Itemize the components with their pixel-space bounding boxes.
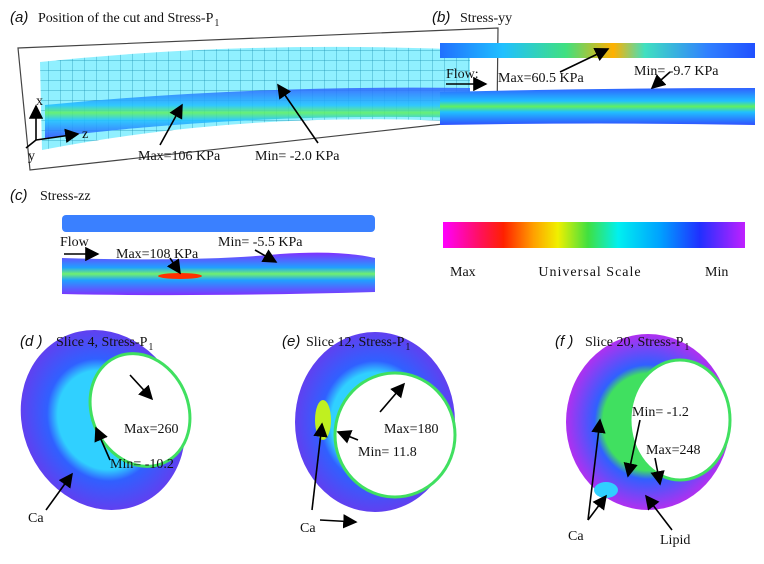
- panel-title: Stress-yy: [460, 11, 512, 26]
- scale-title: Universal Scale: [538, 265, 641, 280]
- panel-label: (f ): [555, 333, 573, 350]
- wall-strip: [440, 43, 755, 58]
- panel-title: Position of the cut and Stress-P: [38, 11, 214, 26]
- arrow: [645, 494, 673, 531]
- annotation: Ca: [300, 521, 316, 536]
- annotation: Max=248: [646, 443, 701, 458]
- subscript: 1: [684, 342, 689, 353]
- arrow: [129, 374, 154, 401]
- axis-arrow: [35, 128, 80, 143]
- annotation: Max=260: [124, 422, 179, 437]
- arrow: [94, 426, 111, 461]
- annotation: Min= 11.8: [358, 445, 417, 460]
- arrow: [311, 422, 328, 511]
- axis-label: x: [36, 94, 43, 109]
- annotation: Min= -5.5 KPa: [218, 235, 303, 250]
- panel-label: (a): [10, 9, 28, 26]
- annotation: Min= -10.2: [110, 457, 174, 472]
- lumen: [333, 371, 457, 499]
- arrow: [336, 430, 359, 444]
- panel-title: Stress-zz: [40, 189, 91, 204]
- annotation: Min= -9.7 KPa: [634, 64, 719, 79]
- scale-label: Min: [705, 265, 728, 280]
- arrow: [45, 472, 73, 511]
- panel-c: (c) Stress-zz Flow Max=108 KPa Min= -5.5…: [10, 187, 375, 296]
- panel-title: Slice 12, Stress-P: [306, 335, 405, 350]
- panel-f: (f ) Slice 20, Stress-P 1 Min= -1.2 Max=…: [555, 333, 732, 548]
- arrow: [587, 494, 607, 521]
- annotation: Lipid: [660, 533, 690, 548]
- arrow: [166, 257, 181, 275]
- panel-label: (b): [432, 9, 450, 26]
- subscript: 1: [405, 342, 410, 353]
- flow-label: Flow:: [446, 67, 479, 82]
- axis-arrow: [25, 139, 37, 149]
- annotation: Ca: [28, 511, 44, 526]
- stress-band: [45, 87, 470, 138]
- panel-label: (c): [10, 187, 28, 204]
- arrow: [587, 418, 606, 521]
- hotspot: [315, 400, 331, 440]
- arrow: [650, 71, 671, 90]
- arrow: [319, 514, 358, 529]
- panel-title: Slice 20, Stress-P: [585, 335, 684, 350]
- panel-d: (d ) Slice 4, Stress-P 1 Max=260 Min= -1…: [20, 330, 192, 526]
- arrow: [650, 457, 665, 486]
- panel-title: Slice 4, Stress-P: [56, 335, 148, 350]
- axis-label: y: [28, 149, 35, 164]
- wall-strip: [440, 88, 755, 125]
- annotation: Max=106 KPa: [138, 149, 221, 164]
- subscript: 1: [148, 342, 153, 353]
- scale-label: Max: [450, 265, 476, 280]
- axis-label: z: [82, 127, 88, 142]
- arrow: [254, 249, 278, 263]
- lumen: [628, 358, 732, 482]
- panel-b: (b) Stress-yy Flow: Max=60.5 KPa Min= -9…: [432, 9, 755, 125]
- hotspot: [158, 273, 202, 279]
- annotation: Max=60.5 KPa: [498, 71, 584, 86]
- scale-bar: [443, 222, 745, 248]
- panel-label: (d ): [20, 333, 43, 350]
- arrow: [623, 419, 641, 478]
- color-scale: Max Universal Scale Min: [443, 222, 745, 280]
- wall-strip: [62, 252, 375, 296]
- subscript: 1: [214, 18, 219, 29]
- panel-e: (e) Slice 12, Stress-P 1 Max=180 Min= 11…: [282, 332, 457, 536]
- annotation: Max=108 KPa: [116, 247, 199, 262]
- annotation: Min= -2.0 KPa: [255, 149, 340, 164]
- hotspot: [594, 482, 618, 498]
- arrow: [379, 382, 406, 413]
- annotation: Min= -1.2: [632, 405, 689, 420]
- flow-label: Flow: [60, 235, 90, 250]
- wall-strip: [62, 215, 375, 232]
- annotation: Max=180: [384, 422, 439, 437]
- annotation: Ca: [568, 529, 584, 544]
- panel-label: (e): [282, 333, 300, 350]
- panel-a: (a) Position of the cut and Stress-P 1 x…: [10, 9, 499, 171]
- arrow: [277, 83, 319, 144]
- arrow: [159, 103, 183, 146]
- arrow: [559, 48, 610, 73]
